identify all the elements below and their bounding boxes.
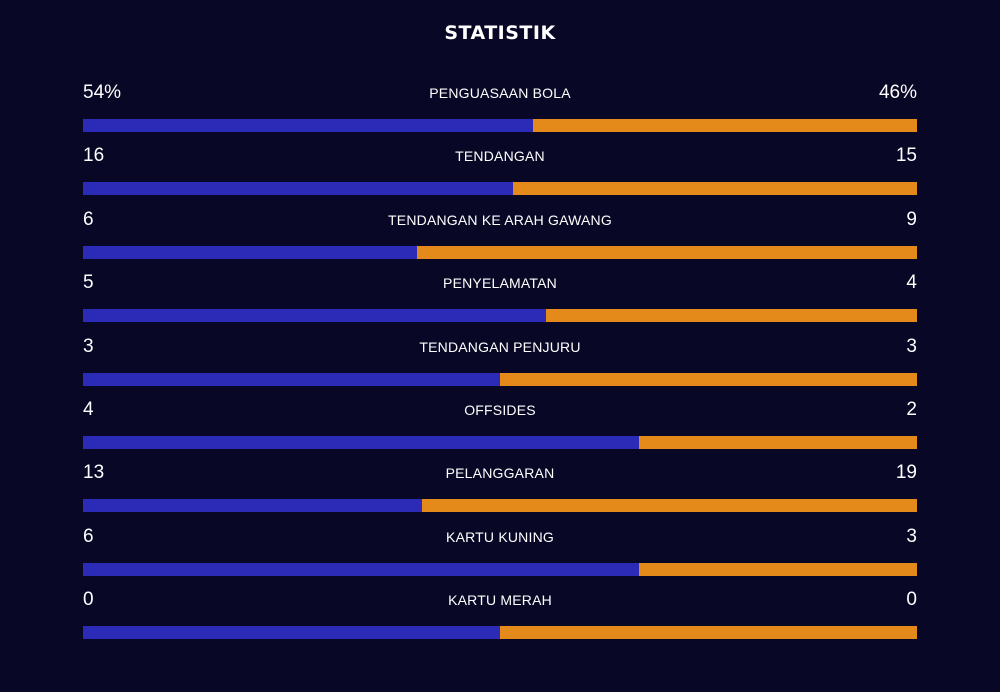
comparison-bar — [83, 626, 917, 640]
stat-row-red-cards: 0 KARTU MERAH 0 — [83, 587, 917, 650]
away-value: 4 — [906, 272, 917, 294]
home-bar-segment — [83, 435, 640, 449]
home-bar-segment — [83, 309, 547, 323]
stat-label: OFFSIDES — [464, 401, 536, 418]
stat-header: 13 PELANGGARAN 19 — [83, 460, 917, 488]
home-value: 4 — [83, 398, 94, 420]
comparison-bar — [83, 309, 917, 323]
stat-row-saves: 5 PENYELAMATAN 4 — [83, 270, 917, 333]
stat-label: TENDANGAN — [455, 148, 545, 165]
home-bar-segment — [83, 499, 422, 513]
stat-header: 3 TENDANGAN PENJURU 3 — [83, 334, 917, 362]
home-value: 0 — [83, 589, 94, 611]
stat-label: PENYELAMATAN — [443, 275, 557, 292]
stat-row-offsides: 4 OFFSIDES 2 — [83, 397, 917, 460]
away-value: 15 — [895, 145, 917, 167]
comparison-bar — [83, 182, 917, 196]
stat-header: 16 TENDANGAN 15 — [83, 143, 917, 171]
away-bar-segment — [639, 562, 917, 576]
stat-header: 0 KARTU MERAH 0 — [83, 587, 917, 615]
home-value: 3 — [83, 335, 94, 357]
away-bar-segment — [533, 119, 917, 132]
comparison-bar — [83, 562, 917, 576]
away-value: 2 — [906, 398, 917, 420]
stat-header: 4 OFFSIDES 2 — [83, 397, 917, 425]
away-bar-segment — [513, 182, 917, 196]
home-bar-segment — [83, 245, 417, 259]
home-bar-segment — [83, 626, 500, 640]
home-value: 6 — [83, 208, 94, 230]
away-value: 3 — [906, 525, 917, 547]
away-bar-segment — [500, 626, 917, 640]
stat-header: 5 PENYELAMATAN 4 — [83, 270, 917, 298]
stats-list: 54% PENGUASAAN BOLA 46% 16 TENDANGAN 15 … — [83, 80, 917, 651]
stat-header: 6 TENDANGAN KE ARAH GAWANG 9 — [83, 207, 917, 235]
section-title: STATISTIK — [444, 22, 556, 44]
home-bar-segment — [83, 372, 500, 386]
stat-row-fouls: 13 PELANGGARAN 19 — [83, 460, 917, 523]
stat-label: PENGUASAAN BOLA — [429, 85, 571, 101]
home-value: 54% — [83, 82, 122, 103]
stat-label: TENDANGAN PENJURU — [419, 338, 581, 355]
home-value: 6 — [83, 525, 94, 547]
comparison-bar — [83, 435, 917, 449]
stat-row-corners: 3 TENDANGAN PENJURU 3 — [83, 334, 917, 397]
stat-row-yellow-cards: 6 KARTU KUNING 3 — [83, 524, 917, 587]
stat-label: PELANGGARAN — [445, 465, 555, 482]
comparison-bar — [83, 372, 917, 386]
home-bar-segment — [83, 562, 640, 576]
away-value: 46% — [878, 82, 917, 103]
away-bar-segment — [416, 245, 917, 259]
away-bar-segment — [546, 309, 917, 323]
home-bar-segment — [83, 182, 514, 196]
stat-label: KARTU KUNING — [446, 528, 554, 545]
stat-row-shots: 16 TENDANGAN 15 — [83, 143, 917, 206]
away-value: 3 — [906, 335, 917, 357]
home-bar-segment — [83, 119, 534, 132]
stat-header: 54% PENGUASAAN BOLA 46% — [83, 80, 917, 108]
comparison-bar — [83, 119, 917, 132]
away-bar-segment — [421, 499, 917, 513]
stat-row-possession: 54% PENGUASAAN BOLA 46% — [83, 80, 917, 143]
away-value: 19 — [895, 462, 917, 484]
stat-label: TENDANGAN KE ARAH GAWANG — [388, 211, 612, 228]
stat-row-shots-on-target: 6 TENDANGAN KE ARAH GAWANG 9 — [83, 207, 917, 270]
away-bar-segment — [639, 435, 917, 449]
home-value: 16 — [83, 145, 105, 167]
stat-label: KARTU MERAH — [448, 592, 552, 609]
stat-header: 6 KARTU KUNING 3 — [83, 524, 917, 552]
home-value: 5 — [83, 272, 94, 294]
home-value: 13 — [83, 462, 105, 484]
comparison-bar — [83, 499, 917, 513]
away-bar-segment — [500, 372, 917, 386]
comparison-bar — [83, 245, 917, 259]
away-value: 9 — [906, 208, 917, 230]
away-value: 0 — [906, 589, 917, 611]
